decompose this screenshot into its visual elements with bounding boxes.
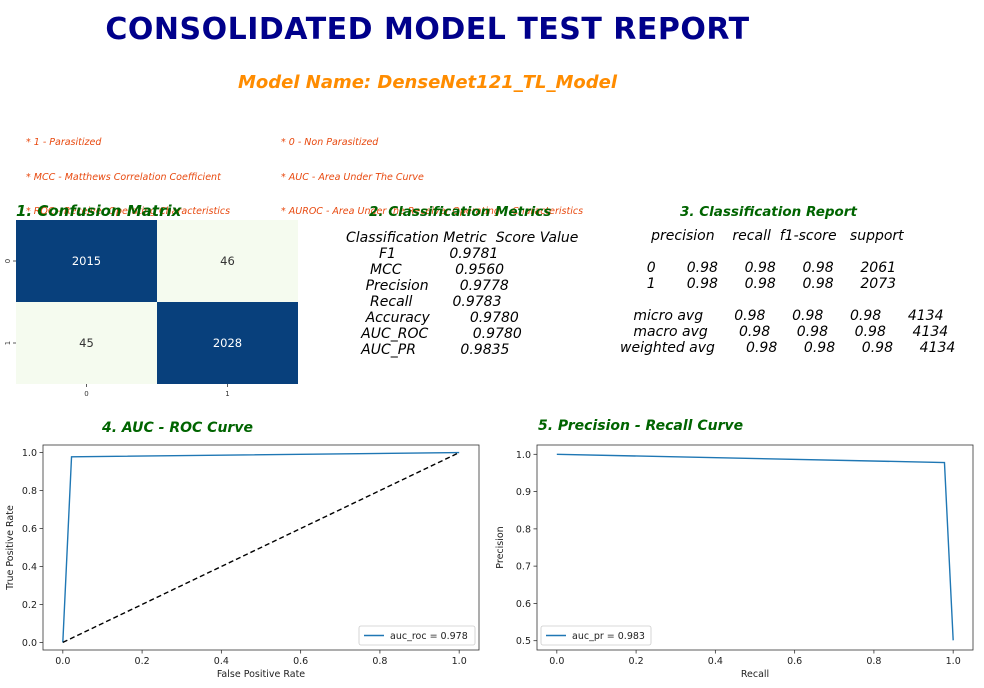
heatmap-value: 46 (220, 254, 235, 268)
section-confusion-title: 1. Confusion Matrix (16, 202, 182, 220)
heatmap-value: 2028 (213, 336, 242, 350)
y-tick-label: 0.0 (22, 638, 37, 649)
diagonal-reference-line (62, 451, 460, 644)
heatmap-cell (16, 302, 157, 384)
metrics-header: Classification Metric Score Value (346, 230, 579, 246)
classification-report: precision recall f1-score support 0 0.98… (620, 228, 984, 356)
section-roc-title: 4. AUC - ROC Curve (102, 420, 253, 436)
roc-curve-chart: 0.0 0.2 0.4 0.6 0.8 1.0 0.0 0.2 0.4 0.6 0.8 1.0 Fals… (5, 444, 480, 680)
legend-item: * ROC - Receiver Operating Characteristi… (26, 206, 231, 217)
report-header: precision recall f1-score support (620, 228, 904, 244)
section-report-title: 3. Classification Report (680, 204, 857, 220)
legend-item: * 1 - Parasitized (26, 137, 102, 148)
report-row (620, 244, 984, 260)
heatmap-value: 45 (79, 336, 94, 350)
metrics-table: Classification Metric Score Value F1 0.9… (330, 230, 600, 358)
y-tick-label: 1 (4, 341, 12, 345)
x-tick-label: 0.6 (787, 656, 802, 667)
legend-label: auc_pr = 0.983 (572, 631, 645, 642)
heatmap-cell (157, 220, 298, 302)
x-tick-label: 0 (84, 390, 88, 398)
y-tick-label: 1.0 (516, 450, 531, 461)
metrics-row: Accuracy 0.9780 (330, 310, 519, 326)
report-row: macro avg 0.98 0.98 0.98 4134 (620, 324, 949, 340)
metrics-row: F1 0.9781 (330, 246, 499, 262)
x-tick-label: 0.2 (629, 656, 644, 667)
metrics-row: MCC 0.9560 (330, 262, 505, 278)
x-tick-label: 0.0 (55, 656, 70, 667)
y-tick-label: 0.9 (516, 487, 531, 498)
x-tick-label: 0.4 (708, 656, 723, 667)
x-axis-label: False Positive Rate (217, 669, 305, 680)
legend-item: * MCC - Matthews Correlation Coefficient (26, 171, 221, 183)
heatmap-value: 2015 (72, 254, 101, 268)
confusion-matrix-chart: 2015 46 45 2028 0 1 0 1 (4, 220, 298, 398)
y-tick-label: 0.6 (22, 524, 37, 535)
y-tick-label: 0.6 (516, 599, 531, 610)
report-row: 1 0.98 0.98 0.98 2073 (620, 276, 897, 292)
series-line (556, 453, 954, 641)
y-tick-label: 0.5 (516, 636, 531, 647)
x-tick-label: 0.2 (135, 656, 150, 667)
y-tick-label: 0.7 (516, 562, 531, 573)
legend-item: * AUC - Area Under The Curve (281, 171, 424, 183)
x-tick-label: 0.4 (214, 656, 229, 667)
metrics-row: AUC_ROC 0.9780 (330, 326, 522, 342)
y-tick-label: 1.0 (22, 448, 37, 459)
legend-left: * 1 - Parasitized * MCC - Matthews Corre… (26, 114, 230, 229)
x-tick-label: 0.6 (293, 656, 308, 667)
plot-frame (536, 444, 974, 651)
heatmap-cell (16, 220, 157, 302)
report-title: CONSOLIDATED MODEL TEST REPORT (105, 12, 750, 47)
y-axis-label: Precision (495, 526, 506, 568)
legend-item: * 0 - Non Parasitized (281, 137, 379, 148)
model-name: Model Name: DenseNet121_TL_Model (237, 72, 618, 93)
y-tick-label: 0.8 (22, 486, 37, 497)
y-axis-label: True Positive Rate (5, 505, 16, 591)
x-tick-label: 0.8 (866, 656, 881, 667)
y-tick-label: 0.4 (22, 562, 37, 573)
legend-right: * 0 - Non Parasitized * AUC - Area Under… (281, 114, 583, 229)
x-tick-label: 1.0 (946, 656, 961, 667)
x-tick-label: 1 (225, 390, 229, 398)
legend-label: auc_roc = 0.978 (390, 631, 468, 642)
report-row (620, 292, 984, 308)
series-line (62, 451, 460, 643)
y-tick-label: 0.2 (22, 600, 37, 611)
legend-box (358, 625, 476, 646)
x-tick-label: 0.8 (372, 656, 387, 667)
metrics-row: Precision 0.9778 (330, 278, 509, 294)
section-pr-title: 5. Precision - Recall Curve (538, 418, 744, 434)
x-tick-label: 1.0 (452, 656, 467, 667)
y-tick-label: 0.8 (516, 524, 531, 535)
section-metrics-title: 2. Classification Metrics (369, 204, 552, 220)
heatmap-cell (157, 302, 298, 384)
report-row: micro avg 0.98 0.98 0.98 4134 (620, 308, 944, 324)
legend-item: * AUROC - Area Under the Receiver Operat… (281, 206, 584, 217)
x-axis-label: Recall (741, 669, 769, 680)
metrics-row: Recall 0.9783 (330, 294, 502, 310)
legend-box (540, 625, 652, 646)
pr-curve-chart: 0.0 0.2 0.4 0.6 0.8 1.0 0.5 0.6 0.7 0.8 0.9 1.0 Reca… (495, 444, 974, 680)
x-tick-label: 0.0 (549, 656, 564, 667)
metrics-row: AUC_PR 0.9835 (330, 342, 510, 358)
report-row: 0 0.98 0.98 0.98 2061 (620, 260, 897, 276)
report-row: weighted avg 0.98 0.98 0.98 4134 (620, 340, 956, 356)
y-tick-label: 0 (4, 259, 12, 263)
